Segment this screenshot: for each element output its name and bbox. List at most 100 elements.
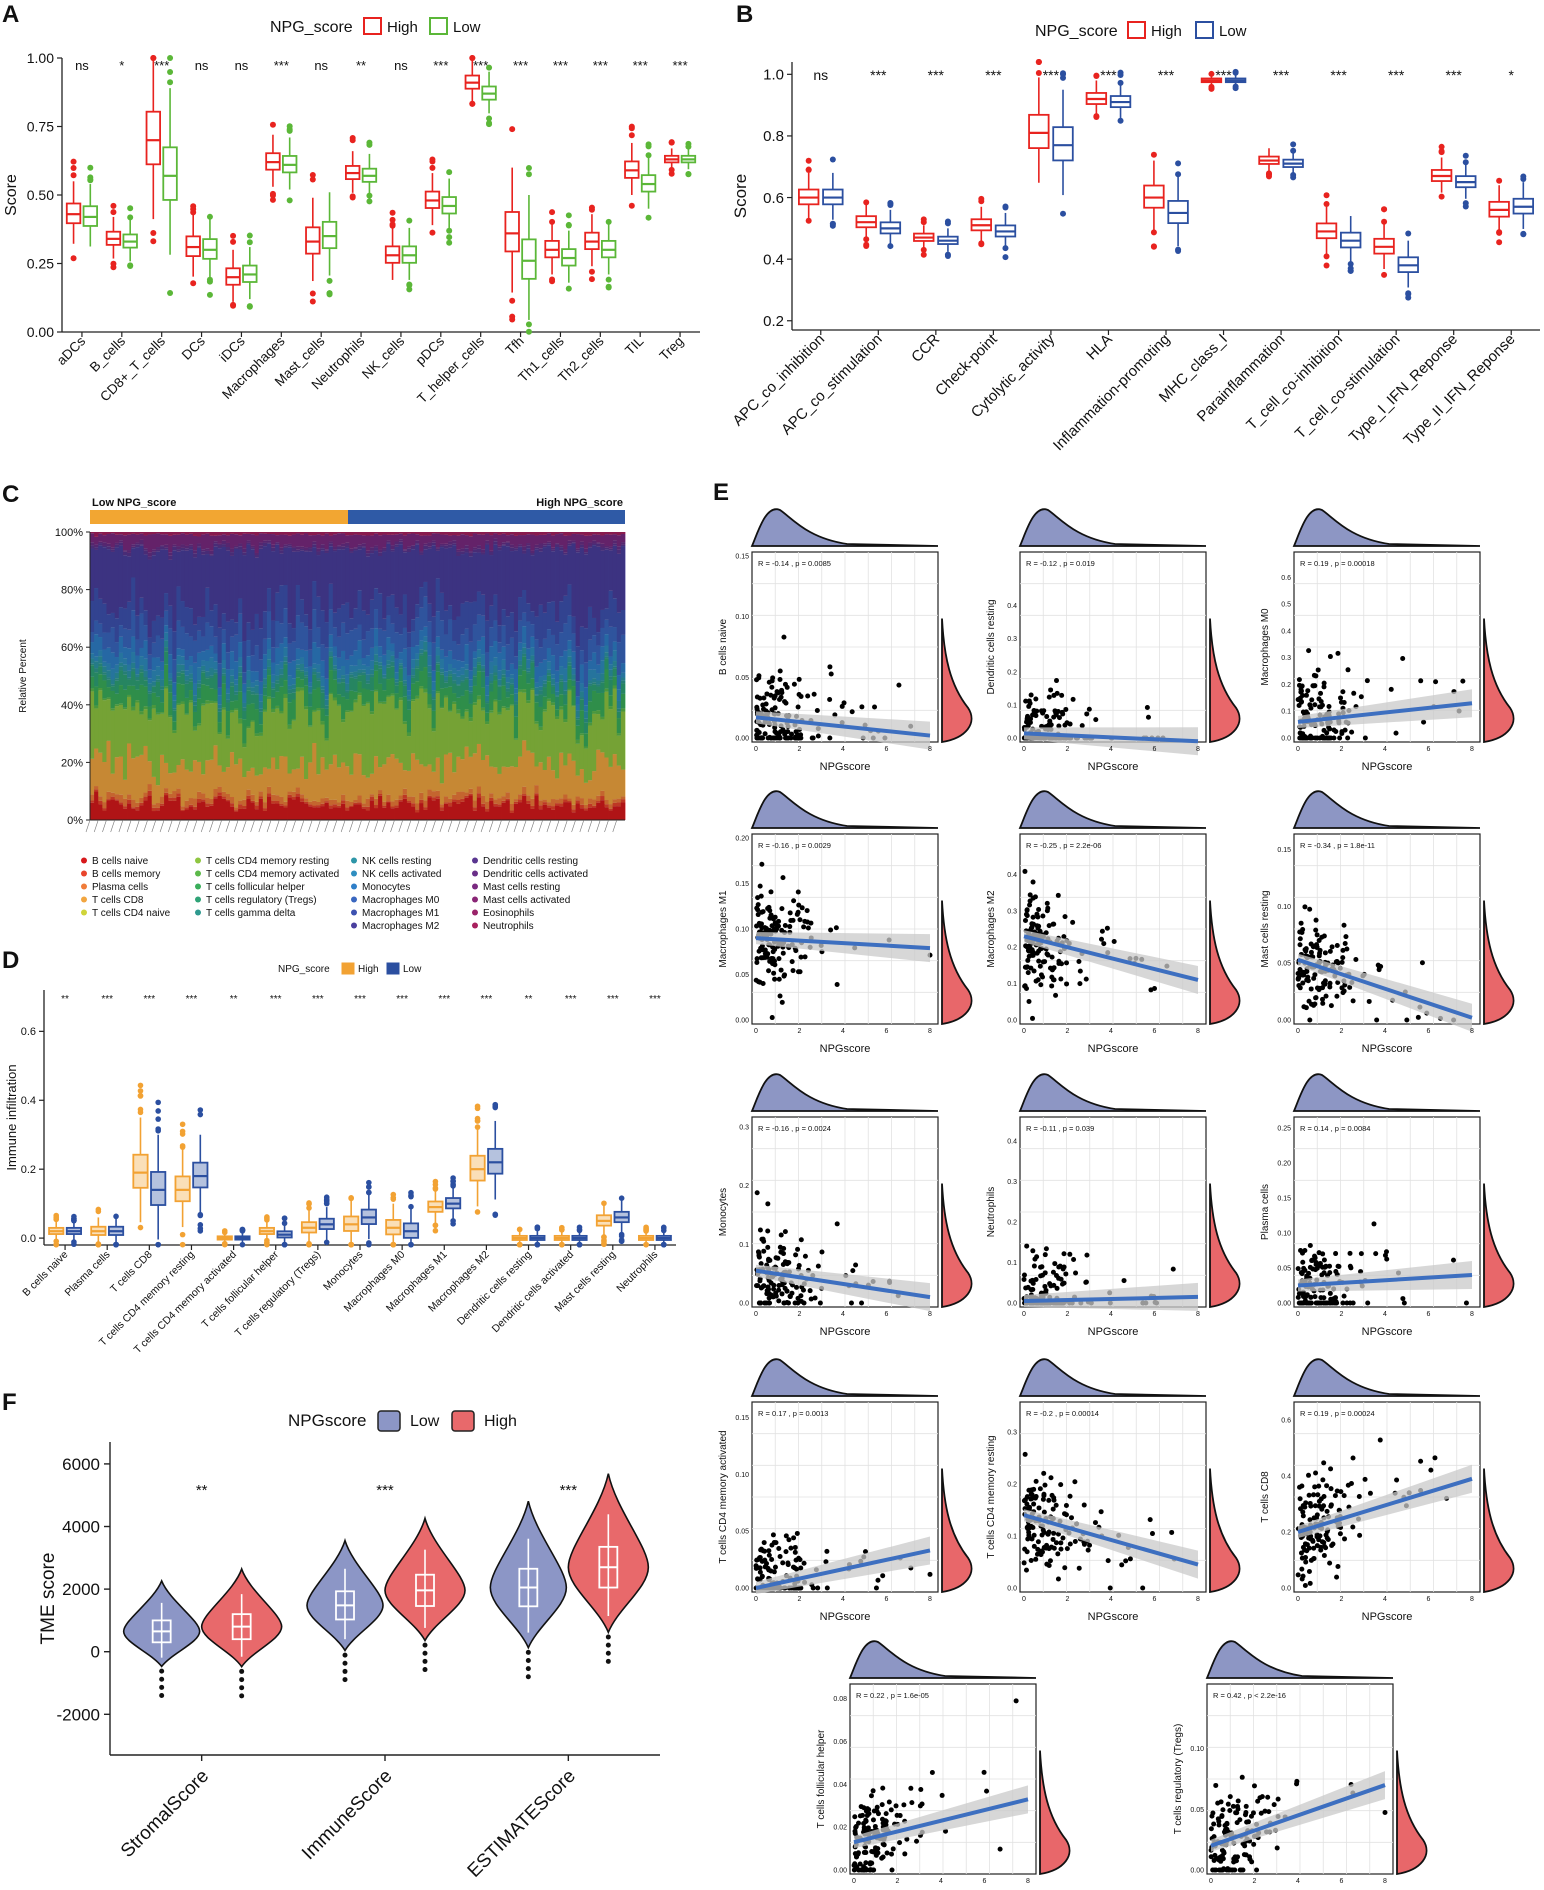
stacked-segment bbox=[238, 676, 243, 692]
stacked-segment bbox=[172, 730, 177, 733]
data-point bbox=[1301, 1004, 1307, 1010]
stacked-segment bbox=[143, 800, 149, 820]
data-point bbox=[793, 1252, 799, 1258]
scatter-plot: 0.000.050.100.150.200 2 4 6 8NPGscoreMacroph… bbox=[718, 790, 973, 1055]
outlier-point bbox=[944, 220, 951, 227]
y-tick-label: 0% bbox=[67, 815, 83, 827]
outlier-point bbox=[863, 241, 870, 248]
stacked-segment bbox=[295, 585, 301, 616]
stacked-segment bbox=[435, 636, 441, 648]
outlier-point bbox=[389, 209, 396, 216]
y-axis-title: Macrophages M1 bbox=[718, 890, 729, 968]
stacked-segment bbox=[176, 796, 181, 820]
x-tick bbox=[168, 819, 173, 833]
stacked-segment bbox=[308, 682, 313, 687]
outlier-point bbox=[349, 193, 356, 200]
stacked-segment bbox=[192, 683, 198, 696]
stacked-segment bbox=[435, 647, 441, 656]
legend-dot bbox=[472, 896, 478, 903]
stacked-segment bbox=[398, 539, 404, 542]
x-tick bbox=[258, 819, 264, 833]
stacked-segment bbox=[415, 617, 420, 646]
stacked-segment bbox=[353, 676, 358, 679]
stacked-segment bbox=[460, 532, 465, 535]
stacked-segment bbox=[234, 548, 239, 623]
significance-label: *** bbox=[607, 994, 619, 1005]
stacked-segment bbox=[373, 689, 379, 692]
stacked-segment bbox=[456, 803, 461, 820]
stacked-segment bbox=[159, 532, 165, 535]
stacked-segment bbox=[188, 546, 194, 550]
x-tick bbox=[431, 819, 436, 833]
outlier-point bbox=[70, 165, 77, 172]
stacked-segment bbox=[188, 665, 194, 674]
stacked-segment bbox=[353, 699, 358, 703]
stacked-segment bbox=[176, 705, 181, 766]
stacked-segment bbox=[106, 740, 111, 792]
stacked-segment bbox=[390, 594, 395, 624]
stacked-segment bbox=[188, 804, 194, 807]
outlier-point bbox=[155, 1241, 161, 1248]
stacked-segment bbox=[312, 581, 317, 610]
stacked-segment bbox=[102, 542, 107, 546]
stacked-segment bbox=[229, 712, 235, 753]
stacked-segment bbox=[390, 695, 395, 755]
data-point bbox=[758, 921, 764, 927]
stacked-segment bbox=[238, 546, 243, 550]
stacked-segment bbox=[135, 668, 140, 675]
outlier-point bbox=[588, 268, 595, 275]
data-point bbox=[1037, 963, 1043, 969]
stacked-segment bbox=[427, 797, 432, 820]
data-point bbox=[755, 912, 761, 918]
data-point bbox=[770, 675, 776, 681]
stacked-segment bbox=[349, 665, 354, 673]
data-point bbox=[1374, 1017, 1380, 1023]
stacked-segment bbox=[365, 655, 371, 667]
stacked-segment bbox=[456, 685, 461, 698]
data-point bbox=[1024, 717, 1030, 723]
stacked-segment bbox=[184, 713, 190, 715]
stacked-segment bbox=[98, 666, 103, 675]
stacked-segment bbox=[431, 681, 437, 691]
x-tick-label: 4 bbox=[841, 1028, 845, 1035]
outlier-point bbox=[920, 251, 927, 258]
stacked-segment bbox=[353, 804, 358, 820]
x-tick bbox=[612, 819, 618, 833]
stacked-segment bbox=[402, 594, 408, 628]
stacked-segment bbox=[336, 683, 342, 695]
stacked-segment bbox=[435, 693, 441, 758]
stacked-segment bbox=[386, 532, 391, 535]
stacked-segment bbox=[332, 612, 338, 628]
stacked-segment bbox=[234, 545, 239, 548]
data-point bbox=[1022, 917, 1028, 923]
stacked-segment bbox=[394, 534, 400, 542]
stacked-segment bbox=[386, 667, 391, 680]
stacked-segment bbox=[443, 682, 449, 688]
stacked-segment bbox=[287, 773, 293, 792]
stacked-segment bbox=[464, 535, 470, 546]
data-point bbox=[1297, 730, 1303, 736]
stacked-segment bbox=[468, 795, 474, 820]
data-point bbox=[1053, 992, 1059, 998]
significance-label: *** bbox=[672, 58, 687, 73]
outlier-point bbox=[348, 1241, 354, 1248]
x-tick-label: 0 bbox=[1296, 1028, 1300, 1035]
stacked-segment bbox=[159, 805, 165, 820]
x-tick bbox=[110, 819, 115, 833]
stacked-segment bbox=[332, 697, 338, 701]
x-tick-label: Tfh bbox=[502, 334, 526, 358]
data-point bbox=[1040, 959, 1046, 965]
stacked-segment bbox=[328, 670, 334, 693]
stacked-segment bbox=[184, 670, 190, 676]
stacked-segment bbox=[443, 543, 449, 546]
stacked-segment bbox=[209, 555, 214, 611]
stacked-segment bbox=[94, 536, 99, 545]
data-point bbox=[791, 681, 797, 687]
stacked-segment bbox=[197, 683, 202, 688]
x-tick-label: 6 bbox=[1153, 1028, 1157, 1035]
stacked-segment bbox=[361, 610, 367, 640]
stacked-segment bbox=[250, 534, 256, 546]
outlier-point bbox=[286, 126, 293, 133]
stacked-segment bbox=[423, 636, 428, 642]
stacked-segment bbox=[229, 532, 235, 534]
